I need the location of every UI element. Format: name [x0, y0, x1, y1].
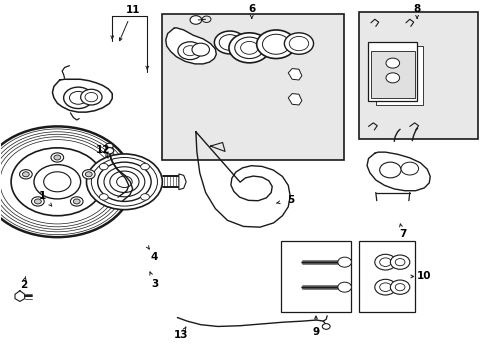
Circle shape [190, 16, 201, 24]
Circle shape [99, 163, 108, 170]
Text: 1: 1 [39, 191, 46, 201]
Circle shape [73, 199, 80, 204]
Text: 12: 12 [96, 145, 110, 155]
Polygon shape [375, 46, 422, 105]
Circle shape [63, 87, 93, 109]
Circle shape [99, 194, 108, 200]
Text: 7: 7 [398, 229, 406, 239]
Bar [358, 241, 414, 312]
Text: 9: 9 [312, 327, 319, 337]
Polygon shape [368, 42, 416, 102]
Circle shape [70, 197, 83, 206]
Circle shape [20, 170, 32, 179]
Circle shape [98, 162, 151, 202]
Text: 2: 2 [20, 280, 27, 291]
Polygon shape [287, 68, 301, 80]
Text: 13: 13 [174, 330, 188, 341]
Circle shape [11, 148, 103, 216]
Circle shape [228, 33, 269, 63]
Circle shape [85, 172, 92, 177]
Text: 5: 5 [286, 195, 294, 204]
Bar [162, 14, 344, 160]
Bar [358, 12, 477, 139]
Circle shape [192, 43, 209, 56]
Polygon shape [370, 51, 414, 98]
Circle shape [105, 148, 114, 154]
Bar [281, 241, 351, 312]
Circle shape [141, 194, 149, 200]
Circle shape [0, 126, 132, 237]
Circle shape [337, 282, 351, 292]
Circle shape [284, 33, 313, 54]
Circle shape [379, 162, 400, 178]
Circle shape [116, 176, 132, 188]
Polygon shape [366, 152, 429, 191]
Circle shape [22, 172, 29, 177]
Text: 10: 10 [416, 271, 431, 282]
Polygon shape [165, 28, 216, 64]
Circle shape [141, 163, 149, 170]
Text: 8: 8 [413, 4, 420, 14]
Circle shape [82, 170, 95, 179]
Circle shape [81, 89, 102, 105]
Circle shape [43, 172, 71, 192]
Polygon shape [52, 79, 112, 112]
Polygon shape [287, 94, 301, 105]
Polygon shape [179, 174, 186, 190]
Circle shape [32, 197, 44, 206]
Text: 4: 4 [151, 252, 158, 262]
Circle shape [178, 42, 202, 60]
Circle shape [322, 324, 329, 329]
Circle shape [400, 162, 418, 175]
Text: 11: 11 [125, 5, 140, 15]
Circle shape [34, 165, 81, 199]
Circle shape [51, 153, 63, 162]
Circle shape [34, 199, 41, 204]
Circle shape [374, 279, 395, 295]
Circle shape [54, 155, 61, 160]
Circle shape [385, 73, 399, 83]
Circle shape [214, 31, 245, 54]
Text: 6: 6 [248, 4, 255, 14]
Circle shape [385, 58, 399, 68]
Circle shape [105, 143, 113, 149]
Circle shape [337, 257, 351, 267]
Circle shape [389, 280, 409, 294]
Circle shape [256, 30, 295, 59]
Circle shape [86, 154, 162, 210]
Text: 3: 3 [151, 279, 158, 289]
Circle shape [110, 171, 139, 193]
Circle shape [389, 255, 409, 269]
Circle shape [374, 254, 395, 270]
